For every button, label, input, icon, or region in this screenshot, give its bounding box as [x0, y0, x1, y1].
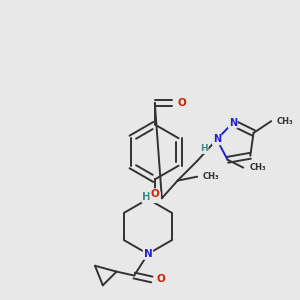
Text: HN: HN: [142, 192, 160, 202]
Text: O: O: [177, 98, 186, 108]
Text: N: N: [213, 134, 221, 144]
Text: N: N: [144, 249, 152, 259]
Text: O: O: [150, 189, 159, 199]
Text: CH₃: CH₃: [203, 172, 220, 181]
Text: CH₃: CH₃: [277, 117, 294, 126]
Text: O: O: [157, 274, 166, 284]
Text: CH₃: CH₃: [249, 163, 266, 172]
Text: N: N: [229, 118, 237, 128]
Text: H: H: [200, 144, 208, 153]
